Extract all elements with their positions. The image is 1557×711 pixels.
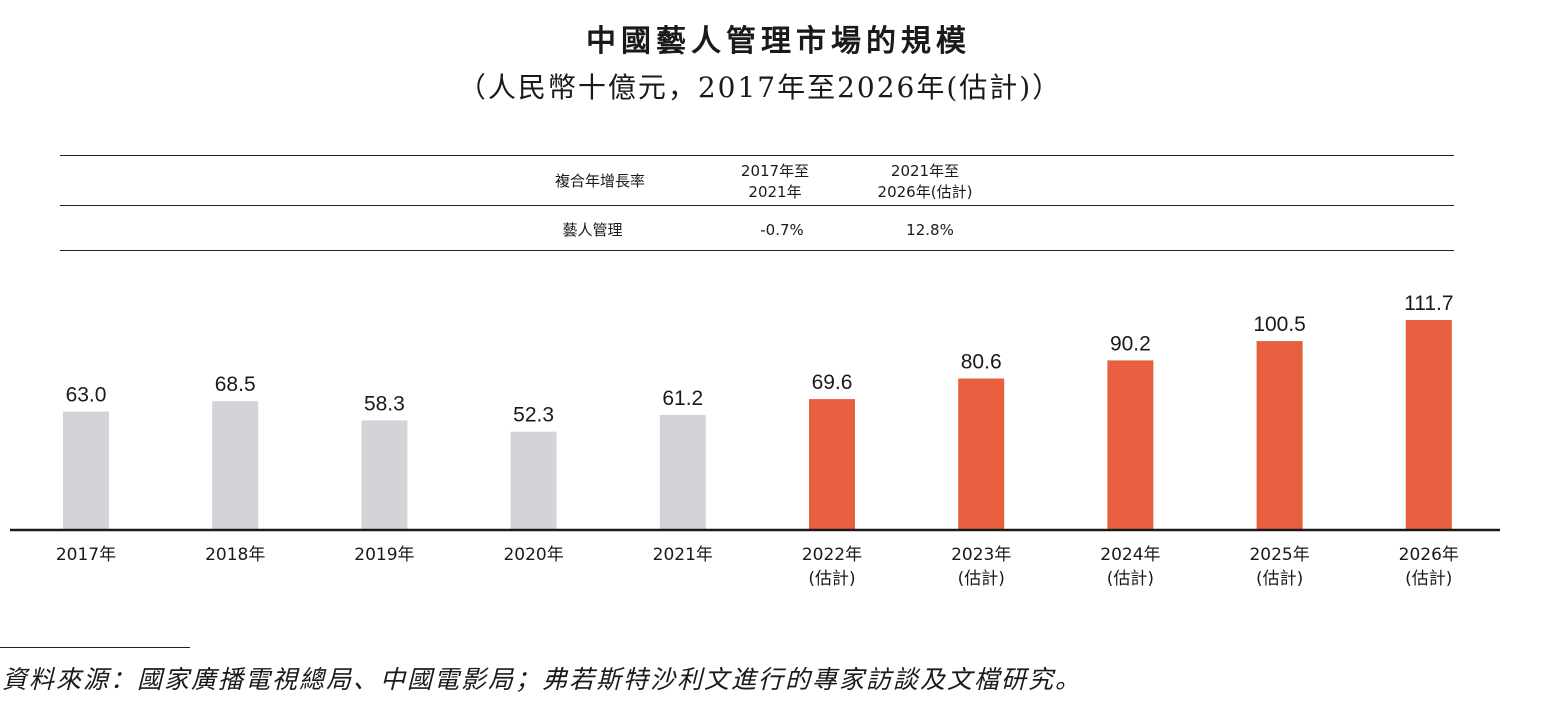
cagr-col1-header-line2: 2021年	[748, 183, 802, 201]
x-tick-label: 2022年	[802, 545, 862, 565]
data-label: 61.2	[662, 387, 703, 410]
x-tick-sublabel: (估計)	[1107, 569, 1154, 589]
bar-2017年	[63, 411, 109, 530]
data-label: 58.3	[364, 392, 405, 415]
x-tick-label: 2017年	[56, 545, 116, 565]
bar-2024年	[1107, 360, 1154, 530]
x-tick-label: 2021年	[653, 545, 713, 565]
bar-2026年	[1405, 320, 1452, 530]
data-label: 111.7	[1404, 292, 1453, 315]
x-tick-label: 2025年	[1249, 545, 1309, 565]
x-tick-label: 2023年	[951, 545, 1011, 565]
cagr-row-value-2017-2021: -0.7%	[760, 221, 804, 239]
cagr-row-label: 藝人管理	[562, 221, 623, 239]
source-note: 資料來源：國家廣播電視總局、中國電影局；弗若斯特沙利文進行的專家訪談及文檔研究。	[2, 665, 1083, 694]
cagr-col2-header-line2: 2026年(估計)	[877, 183, 973, 201]
cagr-table-mid-rule	[60, 205, 1454, 206]
bar-2025年	[1256, 341, 1303, 530]
data-label: 68.5	[215, 373, 256, 396]
cagr-table-top-rule	[60, 155, 1454, 156]
cagr-header-label: 複合年增長率	[554, 172, 645, 190]
cagr-row-value-2021-2026: 12.8%	[906, 221, 954, 239]
x-tick-sublabel: (估計)	[1256, 569, 1303, 589]
x-tick-label: 2024年	[1100, 545, 1160, 565]
x-tick-sublabel: (估計)	[1405, 569, 1452, 589]
x-tick-label: 2018年	[205, 545, 265, 565]
bar-2023年	[958, 378, 1005, 530]
data-label: 100.5	[1253, 313, 1306, 336]
x-tick-label: 2020年	[503, 545, 563, 565]
bar-2022年	[809, 399, 855, 530]
cagr-col1-header: 2017年至 2021年	[715, 161, 835, 203]
data-label: 80.6	[961, 351, 1002, 374]
cagr-col2-header: 2021年至 2026年(估計)	[850, 161, 1000, 203]
x-tick-sublabel: (估計)	[808, 569, 855, 589]
data-label: 90.2	[1110, 332, 1151, 355]
bar-2018年	[212, 401, 259, 530]
data-label: 69.6	[812, 371, 853, 394]
x-tick-label: 2019年	[354, 545, 414, 565]
data-label: 52.3	[513, 404, 554, 427]
source-rule	[0, 647, 190, 648]
x-tick-sublabel: (估計)	[958, 569, 1005, 589]
x-tick-label: 2026年	[1399, 545, 1459, 565]
bar-2019年	[361, 420, 408, 530]
chart-subtitle: （人民幣十億元，2017年至2026年(估計)）	[457, 71, 1063, 104]
chart-title: 中國藝人管理市場的規模	[586, 24, 971, 59]
bar-2020年	[510, 431, 557, 530]
cagr-col1-header-line1: 2017年至	[740, 162, 810, 180]
cagr-table-bottom-rule	[60, 250, 1454, 251]
bar-2021年	[659, 414, 706, 530]
cagr-col2-header-line1: 2021年至	[890, 162, 960, 180]
data-label: 63.0	[66, 384, 107, 407]
